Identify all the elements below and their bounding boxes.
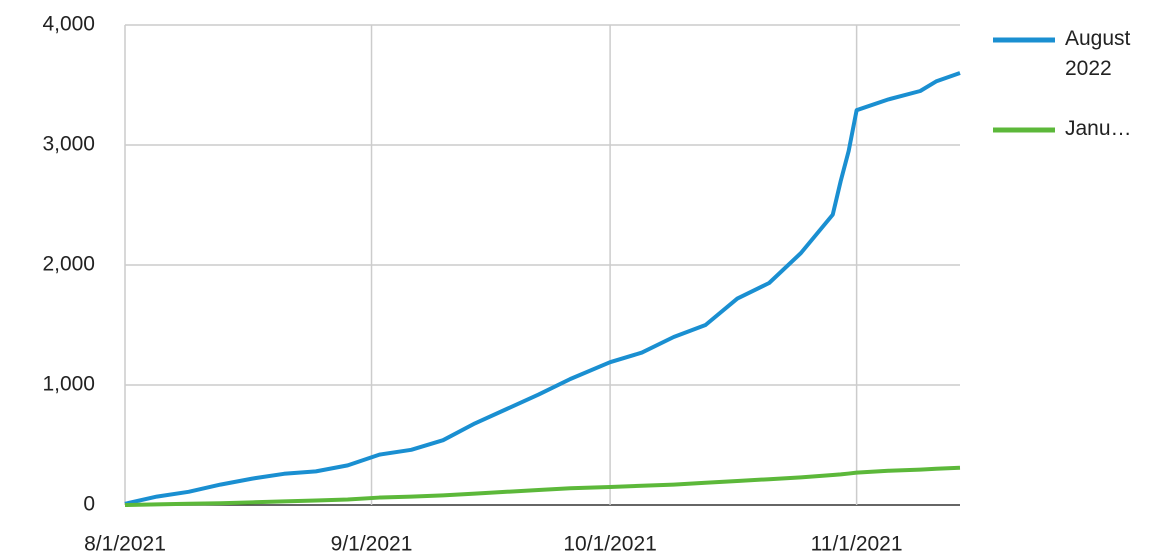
y-tick-label: 3,000	[42, 133, 95, 156]
x-tick-label: 10/1/2021	[563, 533, 656, 556]
legend-label: Janu…	[1065, 117, 1132, 140]
legend-label: August 2022	[1065, 27, 1131, 80]
x-tick-label: 8/1/2021	[84, 533, 166, 556]
x-tick-label: 11/1/2021	[811, 533, 903, 556]
series-line	[124, 71, 961, 506]
series-line	[124, 465, 961, 507]
y-tick-label: 0	[83, 493, 95, 516]
x-tick-label: 9/1/2021	[331, 533, 413, 556]
y-tick-label: 2,000	[42, 253, 95, 276]
y-tick-label: 4,000	[42, 13, 95, 36]
y-tick-label: 1,000	[42, 373, 95, 396]
